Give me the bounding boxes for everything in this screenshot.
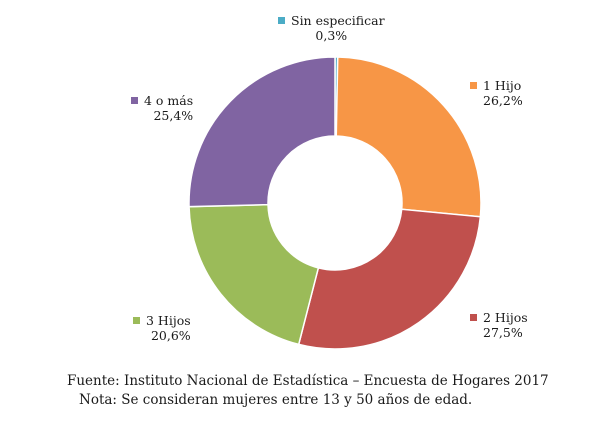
- donut-plot-area: [188, 56, 482, 350]
- donut-chart: Sin especificar 0,3% 1 Hijo 26,2% 2 Hijo…: [131, 13, 528, 350]
- note-text: Nota: Se consideran mujeres entre 13 y 5…: [79, 392, 473, 408]
- label-4-o-mas: 4 o más 25,4%: [131, 93, 193, 123]
- category-4-o-mas: 4 o más: [144, 93, 194, 108]
- category-2-hijos: 2 Hijos: [483, 310, 528, 325]
- marker-sin-especificar: [278, 17, 285, 24]
- label-2-hijos: 2 Hijos 27,5%: [470, 310, 528, 340]
- category-sin-especificar: Sin especificar: [291, 13, 385, 28]
- slice-2-hijos: [297, 208, 482, 350]
- value-3-hijos: 20,6%: [150, 328, 191, 343]
- label-sin-especificar: Sin especificar 0,3%: [278, 13, 385, 43]
- value-2-hijos: 27,5%: [483, 325, 523, 340]
- marker-1-hijo: [470, 82, 477, 89]
- source-text: Fuente: Instituto Nacional de Estadístic…: [67, 373, 549, 389]
- label-3-hijos: 3 Hijos 20,6%: [133, 313, 191, 343]
- value-4-o-mas: 25,4%: [153, 108, 194, 123]
- slice-4-o-mas: [188, 56, 336, 208]
- marker-2-hijos: [470, 314, 477, 321]
- value-sin-especificar: 0,3%: [315, 28, 348, 43]
- value-1-hijo: 26,2%: [483, 93, 523, 108]
- label-1-hijo: 1 Hijo 26,2%: [470, 78, 523, 108]
- slice-1-hijo: [335, 56, 482, 218]
- slice-3-hijos: [188, 203, 320, 346]
- marker-3-hijos: [133, 317, 140, 324]
- category-1-hijo: 1 Hijo: [483, 78, 522, 93]
- category-3-hijos: 3 Hijos: [146, 313, 191, 328]
- marker-4-o-mas: [131, 97, 138, 104]
